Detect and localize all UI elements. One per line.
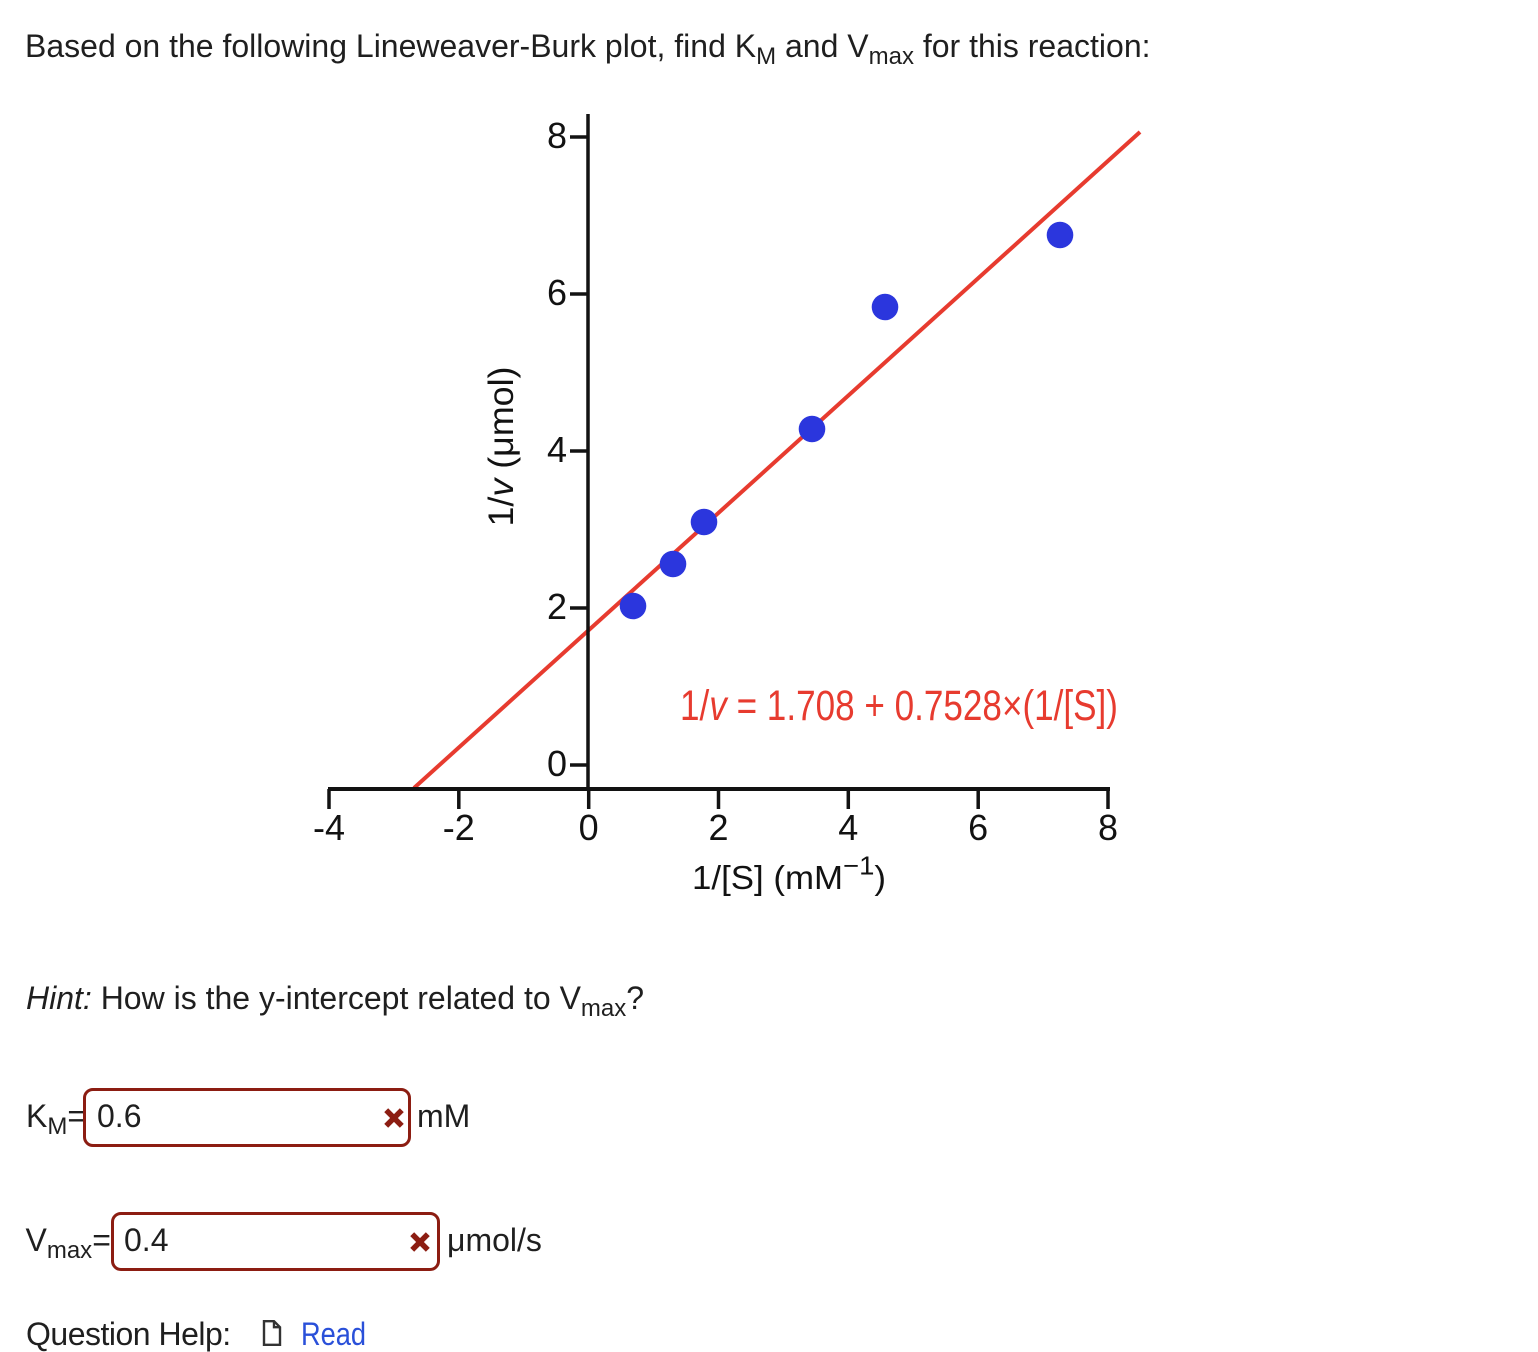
svg-text:1/v = 1.708 + 0.7528×(1/[S]): 1/v = 1.708 + 0.7528×(1/[S]) xyxy=(680,682,1118,730)
svg-text:-2: -2 xyxy=(443,807,475,848)
svg-text:4: 4 xyxy=(838,807,858,848)
svg-text:2: 2 xyxy=(708,807,728,848)
svg-text:6: 6 xyxy=(968,807,988,848)
svg-text:2: 2 xyxy=(547,586,567,627)
svg-text:4: 4 xyxy=(547,429,567,470)
svg-text:1/v (μmol): 1/v (μmol) xyxy=(482,367,521,527)
svg-text:6: 6 xyxy=(547,272,567,313)
svg-text:8: 8 xyxy=(547,115,567,156)
svg-text:-4: -4 xyxy=(313,807,345,848)
svg-text:1/[S] (mM−1): 1/[S] (mM −1) xyxy=(692,851,886,897)
svg-text:0: 0 xyxy=(547,743,567,784)
svg-text:8: 8 xyxy=(1098,807,1118,848)
svg-text:0: 0 xyxy=(579,807,599,848)
